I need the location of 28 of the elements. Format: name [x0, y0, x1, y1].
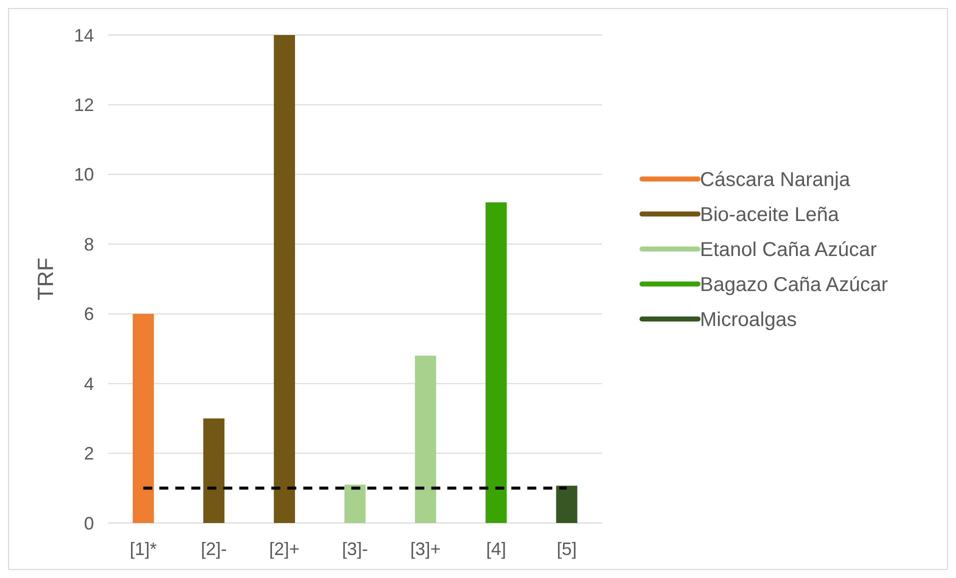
legend-label: Microalgas — [700, 309, 797, 331]
y-tick-label: 8 — [84, 234, 94, 254]
y-tick-label: 14 — [74, 25, 94, 46]
bar — [414, 356, 436, 523]
x-tick-label: [3]+ — [410, 539, 441, 559]
bar — [132, 314, 154, 523]
legend-label: Etanol Caña Azúcar — [700, 239, 878, 261]
bar — [203, 418, 224, 523]
x-tick-label: [4] — [486, 539, 506, 559]
x-tick-label: [1]* — [130, 539, 157, 559]
y-tick-label: 4 — [84, 374, 94, 394]
y-tick-label: 12 — [74, 95, 94, 116]
y-tick-label: 6 — [84, 304, 94, 324]
x-tick-label: [3]- — [342, 539, 368, 559]
y-tick-label: 10 — [74, 164, 94, 185]
y-axis-title: TRF — [33, 258, 58, 300]
legend-label: Cáscara Naranja — [700, 169, 851, 191]
bar — [344, 484, 366, 523]
legend-label: Bagazo Caña Azúcar — [700, 274, 888, 296]
x-tick-label: [2]- — [200, 539, 227, 559]
x-tick-label: [5] — [556, 539, 577, 559]
y-tick-label: 2 — [84, 444, 94, 464]
bar — [274, 35, 296, 523]
legend-label: Bio-aceite Leña — [700, 204, 840, 226]
bar — [556, 486, 578, 523]
bar — [486, 202, 507, 523]
x-tick-label: [2]+ — [269, 539, 300, 559]
y-tick-label: 0 — [84, 513, 94, 534]
